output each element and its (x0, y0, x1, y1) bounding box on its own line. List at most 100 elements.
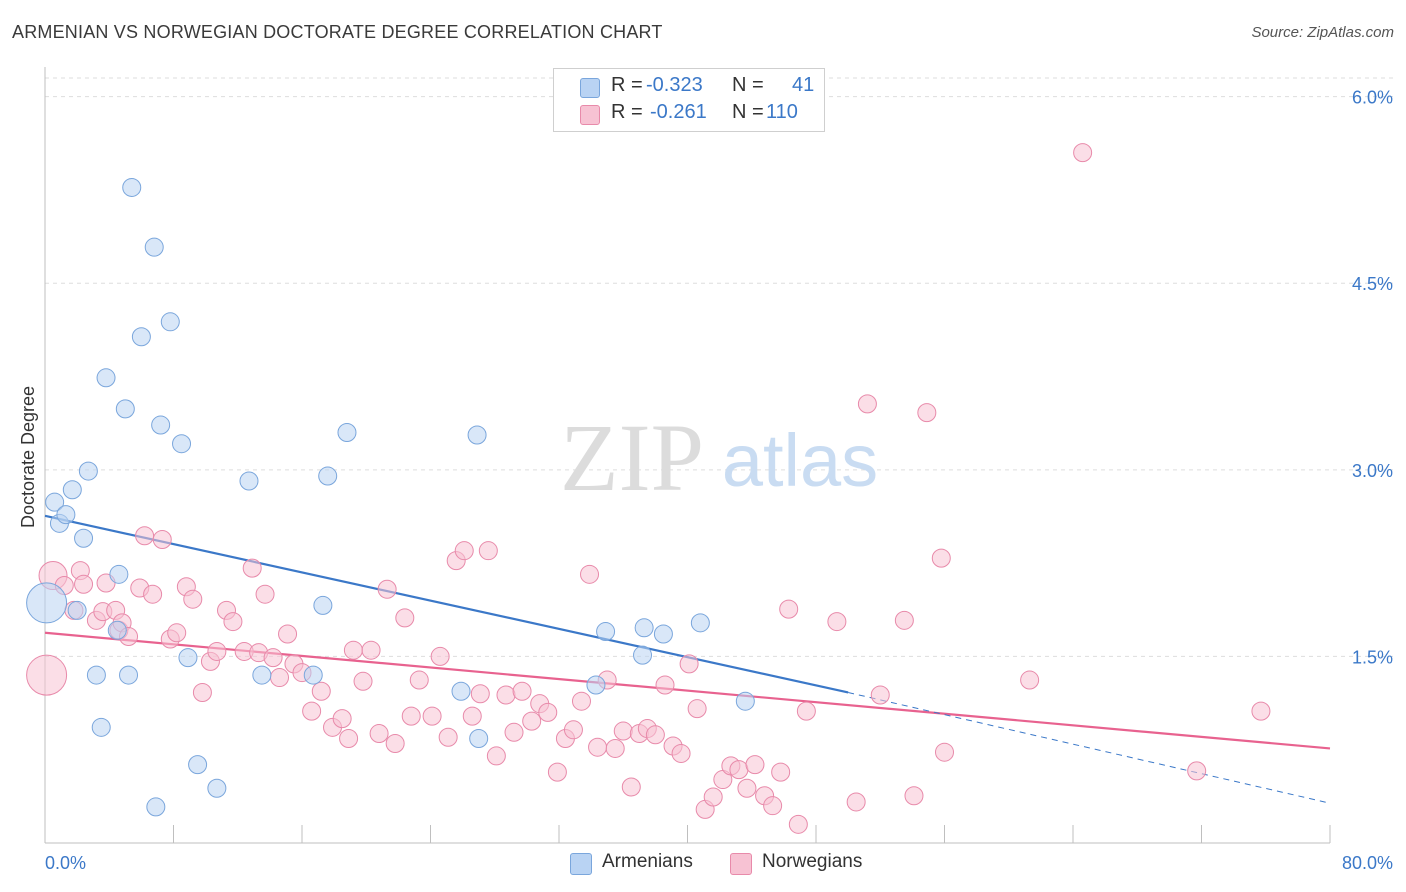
armenians-point (252, 665, 272, 685)
norwegians-point (167, 623, 187, 643)
y-tick-label: 1.5% (1352, 647, 1393, 667)
r-value: -0.261 (650, 101, 707, 123)
norwegians-point (671, 743, 691, 763)
armenians-point (337, 423, 357, 443)
norwegians-point (904, 786, 924, 806)
norwegians-point (369, 724, 389, 744)
armenians-point (45, 492, 65, 512)
norwegians-point (522, 711, 542, 731)
n-label: N = (732, 74, 764, 96)
norwegians-point (395, 608, 415, 628)
armenians-point (26, 582, 68, 624)
armenians-point (96, 368, 116, 388)
r-label: R = (611, 74, 643, 96)
norwegians-point (763, 796, 783, 816)
norwegians-point (242, 558, 262, 578)
armenians-point (596, 622, 616, 642)
norwegians-point (74, 574, 94, 594)
armenians-trend (44, 514, 1331, 804)
norwegians-point (605, 738, 625, 758)
norwegians-point (422, 706, 442, 726)
norwegians-point (255, 584, 275, 604)
norwegians-point (737, 778, 757, 798)
norwegians-point (409, 670, 429, 690)
norwegians-point (729, 760, 749, 780)
norwegians-point (486, 746, 506, 766)
armenians-point (91, 717, 111, 737)
armenians-point (151, 415, 171, 435)
norwegians-point (827, 612, 847, 632)
norwegians-point (771, 762, 791, 782)
armenians-point (122, 177, 142, 197)
armenians-point (467, 425, 487, 445)
norwegians-point (687, 699, 707, 719)
armenians-point (131, 327, 151, 347)
norwegians-point (655, 675, 675, 695)
norwegians-point (571, 691, 591, 711)
norwegians-point (512, 681, 532, 701)
norwegians-point (302, 701, 322, 721)
armenians-point (469, 729, 489, 749)
legend-row-norwegians: R = -0.261 N = 110 (554, 101, 824, 127)
armenians-point (86, 665, 106, 685)
norwegians-point (538, 702, 558, 722)
norwegians-point (563, 720, 583, 740)
norwegians-point (935, 742, 954, 762)
norwegians-point (1020, 670, 1040, 690)
norwegians-point (917, 403, 937, 423)
norwegians-point (454, 541, 474, 561)
chart-title: ARMENIAN VS NORWEGIAN DOCTORATE DEGREE C… (12, 22, 663, 42)
norwegians-swatch (580, 105, 600, 125)
norwegians-point (703, 787, 723, 807)
legend-label-armenians: Armenians (602, 851, 693, 872)
armenians-point (78, 461, 98, 481)
norwegians-point (339, 729, 359, 749)
norwegians-point (613, 721, 633, 741)
norwegians-point (788, 814, 808, 834)
armenians-point (56, 505, 76, 525)
source-label: Source: ZipAtlas.com (1251, 24, 1394, 41)
norwegians-point (438, 727, 458, 747)
armenians-point (67, 600, 87, 620)
norwegians-point (183, 589, 203, 609)
norwegians-swatch (730, 853, 752, 875)
y-tick-label: 3.0% (1352, 461, 1393, 481)
norwegians-point (26, 654, 68, 696)
x-tick-label-max: 80.0% (1342, 853, 1393, 873)
norwegians-points (26, 143, 1271, 834)
norwegians-point (470, 684, 490, 704)
n-label: N = (732, 101, 764, 123)
armenians-point (239, 471, 259, 491)
armenians-point (178, 648, 198, 668)
norwegians-point (1187, 761, 1207, 781)
norwegians-point (478, 541, 498, 561)
armenians-point (115, 399, 135, 419)
norwegians-point (621, 777, 641, 797)
norwegians-point (1073, 143, 1093, 163)
armenians-point (188, 755, 208, 775)
norwegians-point (332, 709, 352, 729)
y-tick-label: 6.0% (1352, 88, 1393, 108)
norwegians-point (462, 706, 482, 726)
y-tick-label: 4.5% (1352, 274, 1393, 294)
norwegians-point (311, 681, 331, 701)
norwegians-point (547, 762, 567, 782)
armenians-point (303, 665, 323, 685)
armenians-point (634, 618, 654, 638)
armenians-swatch (580, 78, 600, 98)
correlation-legend: R = -0.323 N = 41 R = -0.261 N = 110 (553, 68, 825, 132)
norwegians-point (270, 668, 290, 688)
norwegians-point (504, 722, 524, 742)
n-value: 41 (792, 74, 815, 96)
armenians-swatch (570, 853, 592, 875)
armenians-point (109, 564, 129, 584)
armenians-point (633, 645, 653, 665)
norwegians-point (931, 548, 951, 568)
norwegians-point (385, 733, 405, 753)
norwegians-point (192, 682, 212, 702)
norwegians-point (278, 624, 298, 644)
armenians-trend-line (44, 514, 849, 694)
norwegians-point (152, 529, 172, 549)
armenians-point (653, 624, 673, 644)
